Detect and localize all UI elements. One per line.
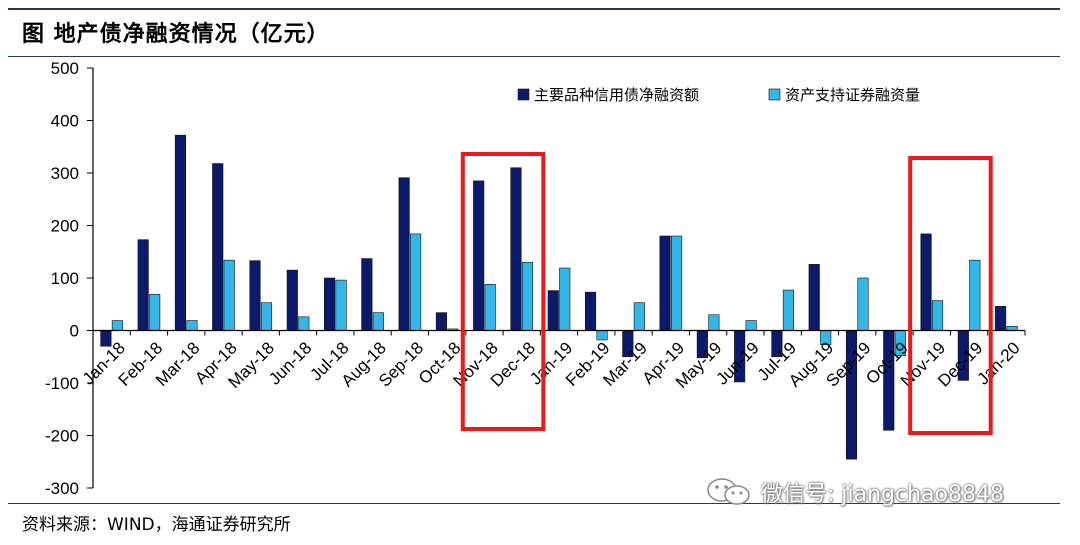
y-tick-label: 400 <box>51 112 79 131</box>
bar-abs-feb-18 <box>149 293 161 331</box>
bar-abs-feb-19 <box>596 330 608 341</box>
bar-abs-may-18 <box>260 302 273 331</box>
y-tick-label: -100 <box>45 374 79 393</box>
x-axis-labels: Jan-18Feb-18Mar-18Apr-18May-18Jun-18Jul-… <box>79 338 1024 392</box>
bar-abs-jan-18 <box>111 320 123 331</box>
bar-abs-jan-19 <box>559 267 571 331</box>
bar-credit-bond-mar-18 <box>174 134 186 331</box>
y-tick-label: -200 <box>45 427 79 446</box>
y-tick-label: 500 <box>51 59 79 78</box>
top-rule <box>8 8 1060 10</box>
bar-abs-nov-18 <box>484 283 496 331</box>
bars <box>100 134 1018 460</box>
highlight-box-nov-19 <box>908 156 993 435</box>
title-rule <box>8 56 1060 57</box>
bar-credit-bond-aug-19 <box>808 264 820 331</box>
bar-abs-sep-18 <box>410 233 422 331</box>
legend-label-credit-bond: 主要品种信用债净融资额 <box>534 86 699 104</box>
y-axis: -300 -200 -100 0 100 200 300 400 500 <box>45 59 93 498</box>
bar-abs-jun-19 <box>745 320 757 331</box>
bar-abs-mar-19 <box>633 302 645 331</box>
bar-abs-apr-19 <box>671 235 683 331</box>
bar-credit-bond-jan-19 <box>547 290 559 331</box>
bar-credit-bond-may-18 <box>249 260 261 331</box>
bar-credit-bond-aug-18 <box>361 258 373 331</box>
bottom-rule <box>8 503 1060 504</box>
bar-credit-bond-nov-18 <box>473 180 485 331</box>
bar-abs-jul-18 <box>335 279 347 331</box>
source-note: 资料来源：WIND，海通证券研究所 <box>22 515 291 535</box>
bar-credit-bond-nov-19 <box>920 233 932 331</box>
watermark-text: 微信号: jiangchao8848 <box>761 482 1004 507</box>
y-tick-label: 300 <box>51 164 79 183</box>
legend-label-abs: 资产支持证券融资量 <box>785 86 920 104</box>
x-tick-label: Jan-20 <box>973 338 1023 388</box>
bar-abs-jan-20 <box>1006 325 1018 331</box>
y-tick-label: -300 <box>45 479 79 498</box>
bar-credit-bond-feb-19 <box>584 291 597 331</box>
y-tick-label: 100 <box>51 269 79 288</box>
bar-abs-dec-18 <box>521 261 534 331</box>
bar-credit-bond-apr-19 <box>659 235 671 331</box>
bar-credit-bond-dec-18 <box>510 167 522 331</box>
bar-abs-mar-18 <box>186 320 198 331</box>
bar-abs-jun-18 <box>298 316 310 331</box>
y-tick-label: 200 <box>51 217 79 236</box>
bar-abs-nov-19 <box>931 300 944 331</box>
y-tick-label: 0 <box>70 322 79 341</box>
bar-credit-bond-jan-20 <box>995 306 1007 331</box>
bar-credit-bond-feb-18 <box>137 239 149 331</box>
bar-abs-may-19 <box>708 314 720 331</box>
axis-lines <box>92 68 1026 488</box>
highlight-box-nov-18 <box>460 152 546 431</box>
x-tick-label: Jun-18 <box>265 338 315 388</box>
legend: 主要品种信用债净融资额 资产支持证券融资量 <box>517 86 920 104</box>
bar-abs-apr-18 <box>223 259 235 331</box>
bar-credit-bond-oct-18 <box>435 312 447 331</box>
bar-credit-bond-sep-18 <box>398 177 410 331</box>
bar-abs-aug-18 <box>372 312 384 331</box>
watermark: 微信号: jiangchao8848 <box>705 476 1004 508</box>
legend-swatch-credit-bond <box>517 88 530 101</box>
legend-swatch-abs <box>768 88 781 101</box>
bar-credit-bond-apr-18 <box>212 163 224 331</box>
bar-abs-sep-19 <box>857 277 869 331</box>
highlight-boxes <box>460 152 993 435</box>
bar-abs-jul-19 <box>782 289 794 331</box>
chart-title: 图 地产债净融资情况（亿元） <box>22 22 330 47</box>
bar-abs-dec-19 <box>969 259 981 331</box>
bar-credit-bond-jun-18 <box>286 269 298 331</box>
wechat-icon <box>705 477 753 507</box>
bar-credit-bond-jul-18 <box>324 277 336 331</box>
